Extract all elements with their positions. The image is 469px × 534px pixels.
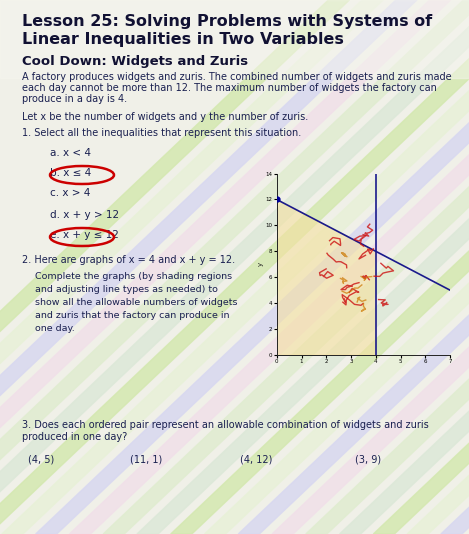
Polygon shape: [137, 0, 469, 534]
Text: and zuris that the factory can produce in: and zuris that the factory can produce i…: [35, 311, 229, 320]
Polygon shape: [0, 0, 451, 534]
Text: 2. Here are graphs of x = 4 and x + y = 12.: 2. Here are graphs of x = 4 and x + y = …: [22, 255, 235, 265]
Polygon shape: [69, 0, 469, 534]
Text: b. x ≤ 4: b. x ≤ 4: [50, 168, 91, 178]
Text: 1. Select all the inequalities that represent this situation.: 1. Select all the inequalities that repr…: [22, 128, 301, 138]
Text: d. x + y > 12: d. x + y > 12: [50, 210, 119, 220]
Polygon shape: [373, 0, 469, 534]
Polygon shape: [272, 0, 469, 534]
Text: one day.: one day.: [35, 324, 75, 333]
Polygon shape: [36, 0, 469, 534]
Text: produce in a day is 4.: produce in a day is 4.: [22, 94, 127, 104]
Polygon shape: [204, 0, 469, 534]
Text: and adjusting line types as needed) to: and adjusting line types as needed) to: [35, 285, 218, 294]
Text: (3, 9): (3, 9): [355, 455, 381, 465]
Text: Cool Down: Widgets and Zuris: Cool Down: Widgets and Zuris: [22, 55, 248, 68]
Text: Complete the graphs (by shading regions: Complete the graphs (by shading regions: [35, 272, 232, 281]
Text: (4, 5): (4, 5): [28, 455, 54, 465]
Text: each day cannot be more than 12. The maximum number of widgets the factory can: each day cannot be more than 12. The max…: [22, 83, 437, 93]
Text: A factory produces widgets and zuris. The combined number of widgets and zuris m: A factory produces widgets and zuris. Th…: [22, 72, 452, 82]
Polygon shape: [0, 0, 383, 534]
Polygon shape: [277, 200, 376, 355]
Polygon shape: [407, 0, 469, 534]
Text: produced in one day?: produced in one day?: [22, 432, 127, 442]
Text: show all the allowable numbers of widgets: show all the allowable numbers of widget…: [35, 298, 237, 307]
Text: (4, 12): (4, 12): [240, 455, 272, 465]
Text: Lesson 25: Solving Problems with Systems of: Lesson 25: Solving Problems with Systems…: [22, 14, 432, 29]
Text: Linear Inequalities in Two Variables: Linear Inequalities in Two Variables: [22, 32, 344, 47]
Polygon shape: [238, 0, 469, 534]
Text: 3. Does each ordered pair represent an allowable combination of widgets and zuri: 3. Does each ordered pair represent an a…: [22, 420, 429, 430]
Y-axis label: y: y: [258, 262, 264, 266]
Polygon shape: [0, 0, 417, 534]
Polygon shape: [340, 0, 469, 534]
Polygon shape: [103, 0, 469, 534]
Text: a. x < 4: a. x < 4: [50, 148, 91, 158]
Polygon shape: [171, 0, 469, 534]
Text: c. x > 4: c. x > 4: [50, 188, 91, 198]
Polygon shape: [306, 0, 469, 534]
Polygon shape: [0, 0, 349, 534]
Polygon shape: [441, 0, 469, 534]
Text: e. x + y ≤ 12: e. x + y ≤ 12: [50, 230, 119, 240]
Text: (11, 1): (11, 1): [130, 455, 162, 465]
Text: Let x be the number of widgets and y the number of zuris.: Let x be the number of widgets and y the…: [22, 112, 308, 122]
